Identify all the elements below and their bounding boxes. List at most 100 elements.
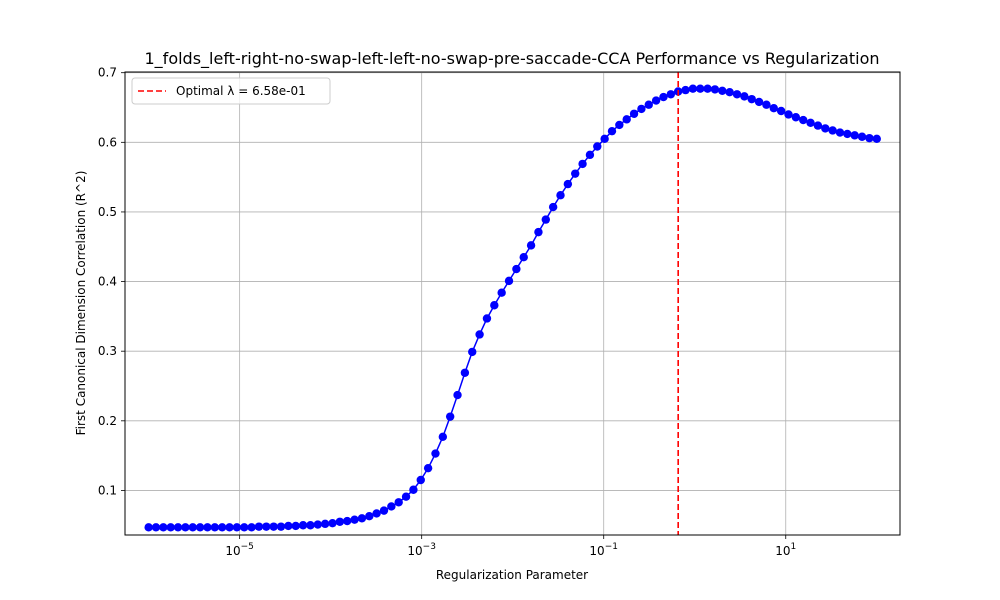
data-point [504, 276, 514, 286]
data-point [607, 126, 617, 136]
data-point [291, 521, 300, 531]
data-point [563, 179, 573, 189]
data-point [556, 191, 565, 200]
grid [125, 72, 900, 535]
data-point [468, 347, 477, 357]
data-point [269, 522, 278, 531]
data-point [644, 100, 653, 109]
y-axis-label: First Canonical Dimension Correlation (R… [74, 171, 88, 436]
data-point [857, 132, 867, 141]
data-point [262, 522, 271, 531]
x-axis-label: Regularization Parameter [436, 568, 588, 582]
data-point [776, 106, 786, 116]
y-tick-label: 0.7 [98, 66, 117, 80]
data-point [740, 92, 749, 101]
data-point [284, 521, 293, 531]
data-point [144, 523, 153, 532]
data-point [445, 412, 455, 421]
data-point [232, 523, 242, 532]
data-point [813, 121, 823, 130]
y-tick-label: 0.6 [98, 135, 117, 149]
y-tick-label: 0.2 [98, 414, 117, 428]
data-point [365, 512, 374, 521]
data-point [747, 94, 756, 104]
data-point [159, 523, 168, 532]
data-point [460, 368, 470, 377]
data-point [865, 133, 874, 143]
data-point [394, 498, 403, 507]
data-point [298, 521, 308, 530]
x-tick-label: 101 [775, 542, 796, 558]
y-tick-label: 0.4 [98, 275, 117, 289]
data-point [534, 227, 543, 237]
data-point [732, 90, 742, 99]
data-point [350, 515, 359, 524]
data-point [762, 100, 771, 109]
x-tick-label: 10−5 [225, 542, 254, 558]
data-point [696, 84, 705, 93]
data-point [703, 84, 712, 93]
data-point [482, 314, 492, 323]
data-point [799, 115, 808, 125]
data-point [578, 159, 587, 169]
data-point [431, 449, 440, 458]
data-point [475, 330, 484, 339]
data-point [637, 104, 646, 114]
data-point [247, 523, 256, 532]
data-point [666, 90, 676, 99]
data-point [600, 134, 609, 144]
data-point [718, 86, 727, 95]
data-point [423, 463, 433, 473]
data-point [681, 85, 690, 95]
data-point [585, 150, 595, 160]
data-point [512, 264, 521, 274]
data-point [548, 202, 558, 212]
data-point [357, 514, 367, 523]
data-point [254, 522, 264, 531]
data-point [519, 253, 528, 262]
data-point [217, 523, 227, 532]
data-point [629, 109, 639, 118]
data-point [541, 215, 550, 224]
data-point [188, 523, 197, 532]
data-point [571, 169, 580, 178]
data-point [240, 523, 249, 532]
data-point [173, 523, 183, 532]
data-point [526, 241, 536, 250]
data-point [453, 390, 462, 400]
data-point [151, 523, 161, 532]
data-point [320, 519, 330, 529]
series-layer [144, 72, 881, 535]
data-point [688, 84, 698, 93]
data-point [181, 523, 190, 532]
data-point [828, 126, 837, 135]
data-point [203, 523, 212, 532]
data-point [276, 522, 286, 531]
data-point [379, 506, 389, 515]
plot-frame [124, 71, 901, 536]
data-point [328, 518, 337, 528]
legend: Optimal λ = 6.58e-01 [131, 77, 331, 105]
data-point [850, 131, 859, 140]
data-point [725, 87, 734, 97]
data-point [195, 523, 205, 532]
data-point [622, 115, 631, 124]
data-point [710, 85, 720, 94]
data-point [821, 124, 830, 133]
x-axis: 10−5 10−3 10−1 101 [225, 535, 796, 558]
legend-label: Optimal λ = 6.58e-01 [176, 84, 306, 98]
data-point [438, 432, 448, 442]
data-point [387, 502, 396, 511]
data-point [659, 92, 668, 102]
data-point [166, 523, 175, 532]
data-point [769, 104, 778, 113]
data-point [791, 113, 801, 122]
data-point [872, 134, 881, 144]
data-point [754, 97, 764, 107]
x-tick-label: 10−3 [407, 542, 436, 558]
data-point [372, 509, 381, 518]
y-axis: 0.1 0.2 0.3 0.4 0.5 0.6 0.7 [98, 66, 125, 497]
data-point [225, 523, 234, 532]
data-point [416, 475, 425, 485]
